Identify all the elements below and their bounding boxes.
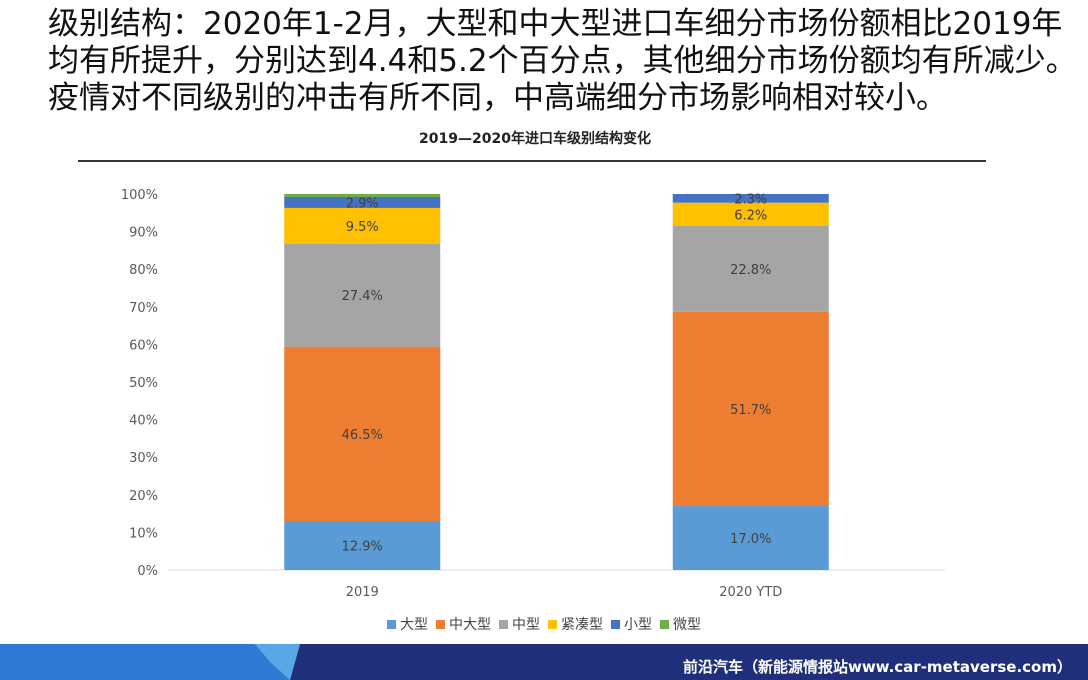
data-label: 6.2%: [734, 208, 767, 223]
bar-segment: [672, 311, 829, 507]
legend-swatch: [436, 619, 445, 629]
bar-segment: [672, 202, 829, 226]
legend-label: 中型: [512, 617, 540, 633]
legend-item: 小型: [611, 614, 652, 634]
y-tick-label: 30%: [129, 451, 158, 466]
y-tick-label: 50%: [129, 376, 158, 391]
footer-bar: [0, 644, 1088, 680]
y-tick-label: 10%: [129, 526, 158, 541]
legend-swatch: [499, 619, 508, 629]
legend-item: 大型: [387, 614, 428, 634]
footer-text: 前沿汽车（新能源情报站www.car-metaverse.com）: [682, 658, 1072, 676]
title-divider: [78, 160, 986, 162]
chart-legend: 大型 中大型 中型 紧凑型 小型 微型: [0, 614, 1088, 634]
y-tick-label: 70%: [129, 301, 158, 316]
legend-item: 微型: [660, 614, 701, 634]
data-label: 46.5%: [342, 428, 383, 443]
y-tick-label: 80%: [129, 263, 158, 278]
bar-segment: [284, 194, 441, 198]
data-label: 22.8%: [730, 263, 771, 278]
y-tick-label: 100%: [121, 188, 158, 203]
legend-item: 紧凑型: [548, 614, 603, 634]
data-label: 17.0%: [730, 532, 771, 547]
x-tick-label: 2020 YTD: [719, 585, 782, 600]
legend-swatch: [387, 619, 396, 629]
bar-segment: [672, 194, 829, 203]
bar-segment: [284, 346, 441, 522]
legend-label: 小型: [624, 617, 652, 633]
legend-label: 微型: [673, 617, 701, 633]
bar-segment: [672, 506, 829, 570]
y-tick-label: 0%: [137, 564, 158, 579]
data-label: 12.9%: [342, 540, 383, 555]
y-tick-label: 40%: [129, 414, 158, 429]
bar-segment: [284, 207, 441, 244]
legend-item: 中大型: [436, 614, 491, 634]
legend-label: 中大型: [449, 617, 491, 633]
x-tick-label: 2019: [346, 585, 379, 600]
data-label: 2.9%: [346, 196, 379, 211]
y-tick-label: 60%: [129, 338, 158, 353]
bar-segment: [672, 225, 829, 312]
legend-item: 中型: [499, 614, 540, 634]
bar-segment: [284, 243, 441, 347]
legend-swatch: [548, 619, 557, 629]
stacked-bar-chart: 0% 10% 20% 30% 40% 50% 60% 70% 80% 90% 100% 12.9% 46…: [121, 188, 945, 600]
legend-swatch: [660, 619, 669, 629]
bar-segment: [284, 197, 441, 208]
y-tick-label: 20%: [129, 489, 158, 504]
chart-title: 2019—2020年进口车级别结构变化: [419, 131, 651, 147]
data-label: 51.7%: [730, 403, 771, 418]
headline: 级别结构：2020年1-2月，大型和中大型进口车细分市场份额相比2019年均有所…: [48, 6, 1077, 116]
legend-label: 大型: [400, 617, 428, 633]
data-label: 9.5%: [346, 220, 379, 235]
legend-swatch: [611, 619, 620, 629]
data-label: 2.3%: [734, 192, 767, 207]
data-label: 27.4%: [342, 289, 383, 304]
y-tick-label: 90%: [129, 226, 158, 241]
bar-segment: [284, 521, 441, 570]
legend-label: 紧凑型: [561, 617, 603, 633]
